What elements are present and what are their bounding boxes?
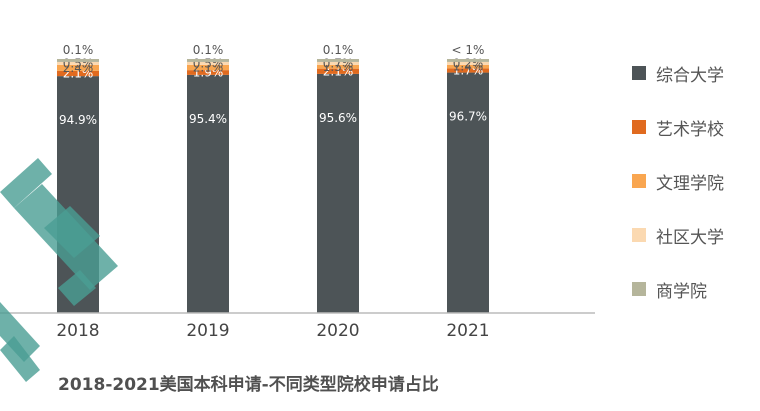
x-tick-label-2021: 2021 (446, 321, 489, 341)
data-label-2019-series-0: 95.4% (189, 112, 227, 126)
legend-label: 商学院 (656, 281, 707, 302)
data-label-2021-series-4: < 1% (452, 43, 485, 57)
legend-swatch (632, 66, 646, 80)
legend-label: 社区大学 (656, 227, 724, 248)
bar-2019-series-1 (187, 70, 229, 75)
bar-2020-series-0 (317, 73, 359, 313)
legend-item-series-2: 文理学院 (632, 154, 760, 208)
stacked-bar-chart: 94.9%2.1%2.4%0.5%0.1%95.4%1.9%2.1%0.5%0.… (0, 43, 595, 341)
legend-label: 艺术学校 (656, 119, 724, 140)
bar-2021-series-4 (447, 59, 489, 62)
bar-2020-series-1 (317, 68, 359, 74)
data-label-2020-series-0: 95.6% (319, 111, 357, 125)
bar-2018-series-2 (57, 64, 99, 71)
bar-2021-series-3 (447, 61, 489, 65)
legend-label: 综合大学 (656, 65, 724, 86)
bar-2020-series-3 (317, 61, 359, 65)
bar-2021-series-0 (447, 72, 489, 313)
chart-legend: 综合大学 艺术学校 文理学院 社区大学 商学院 (632, 46, 760, 316)
bar-2019-series-3 (187, 61, 229, 65)
data-label-2020-series-3: 0.7% (323, 56, 354, 70)
bar-2019-series-2 (187, 64, 229, 71)
bar-2020-series-4 (317, 59, 359, 62)
data-label-2018-series-4: 0.1% (63, 43, 94, 57)
legend-swatch (632, 228, 646, 242)
data-label-2019-series-4: 0.1% (193, 43, 224, 57)
legend-swatch (632, 174, 646, 188)
x-tick-labels: 2018 2019 2020 2021 (56, 321, 489, 341)
bar-2018-series-0 (57, 76, 99, 313)
data-label-2020-series-4: 0.1% (323, 43, 354, 57)
bar-2018-series-4 (57, 59, 99, 62)
legend-swatch (632, 120, 646, 134)
legend-item-series-1: 艺术学校 (632, 100, 760, 154)
x-tick-label-2019: 2019 (186, 321, 229, 341)
data-label-2019-series-3: 0.5% (193, 56, 224, 70)
data-label-2018-series-0: 94.9% (59, 113, 97, 127)
bar-2019-series-0 (187, 74, 229, 313)
legend-label: 文理学院 (656, 173, 724, 194)
data-label-2021-series-3: 0.2% (453, 56, 484, 70)
bar-2021-series-1 (447, 68, 489, 73)
bar-2021-series-2 (447, 64, 489, 69)
bar-2020-series-2 (317, 64, 359, 69)
legend-swatch (632, 282, 646, 296)
x-tick-label-2020: 2020 (316, 321, 359, 341)
bar-2018-series-3 (57, 61, 99, 65)
bar-2019-series-4 (187, 59, 229, 62)
bar-2018-series-1 (57, 70, 99, 77)
legend-item-series-0: 综合大学 (632, 46, 760, 100)
bars-layer: 94.9%2.1%2.4%0.5%0.1%95.4%1.9%2.1%0.5%0.… (57, 43, 489, 313)
data-label-2018-series-3: 0.5% (63, 56, 94, 70)
x-tick-label-2018: 2018 (56, 321, 99, 341)
legend-item-series-3: 社区大学 (632, 208, 760, 262)
data-label-2021-series-0: 96.7% (449, 110, 487, 124)
chart-title: 2018-2021美国本科申请-不同类型院校申请占比 (58, 375, 439, 395)
legend-item-series-4: 商学院 (632, 262, 760, 316)
